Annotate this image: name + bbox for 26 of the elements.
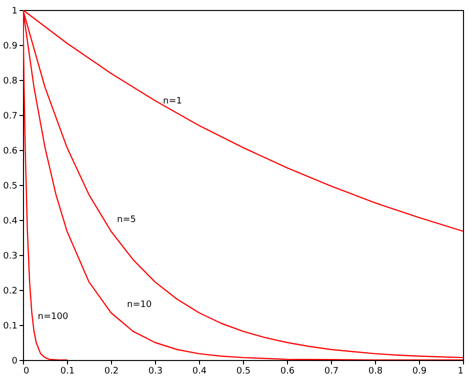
y-tick-label: 0.7 (3, 112, 18, 122)
y-tick-label: 1 (12, 6, 18, 16)
x-tick-label: 0.3 (148, 366, 163, 376)
x-tick-label: 0 (24, 366, 30, 376)
x-tick-label: 0.4 (192, 366, 207, 376)
y-tick-label: 0.1 (3, 322, 18, 332)
y-tick-label: 0.9 (3, 42, 18, 52)
series-label: n=5 (117, 215, 136, 226)
x-tick-label: 0.7 (324, 366, 339, 376)
y-tick-label: 0.3 (3, 252, 18, 262)
y-tick-label: 0.6 (3, 146, 18, 156)
y-tick-label: 0.8 (3, 76, 18, 86)
y-tick-label: 0.4 (3, 216, 18, 226)
x-tick-label: 0.6 (280, 366, 295, 376)
y-tick-label: 0.5 (3, 182, 18, 192)
x-tick-label: 1 (458, 366, 464, 376)
x-tick-label: 0.1 (60, 366, 75, 376)
y-tick-label: 0 (12, 356, 18, 366)
x-tick-label: 0.2 (104, 366, 119, 376)
x-tick-label: 0.5 (236, 366, 251, 376)
x-tick-label: 0.9 (412, 366, 427, 376)
series-label: n=1 (163, 96, 182, 107)
series-label: n=100 (38, 312, 68, 322)
y-tick-label: 0.2 (3, 286, 18, 296)
series-label: n=10 (127, 300, 152, 310)
x-tick-label: 0.8 (368, 366, 383, 376)
